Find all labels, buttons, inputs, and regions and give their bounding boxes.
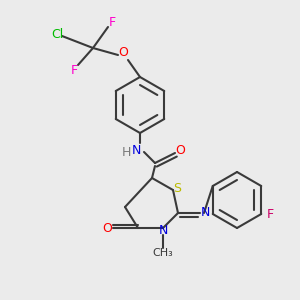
Text: Cl: Cl	[51, 28, 63, 40]
Text: O: O	[175, 143, 185, 157]
Text: F: F	[70, 64, 78, 76]
Text: F: F	[108, 16, 116, 29]
Text: H: H	[121, 146, 131, 158]
Text: N: N	[131, 145, 141, 158]
Text: O: O	[118, 46, 128, 59]
Text: O: O	[102, 221, 112, 235]
Text: CH₃: CH₃	[153, 248, 173, 258]
Text: N: N	[158, 224, 168, 236]
Text: F: F	[267, 208, 274, 220]
Text: N: N	[200, 206, 210, 218]
Text: S: S	[173, 182, 181, 196]
